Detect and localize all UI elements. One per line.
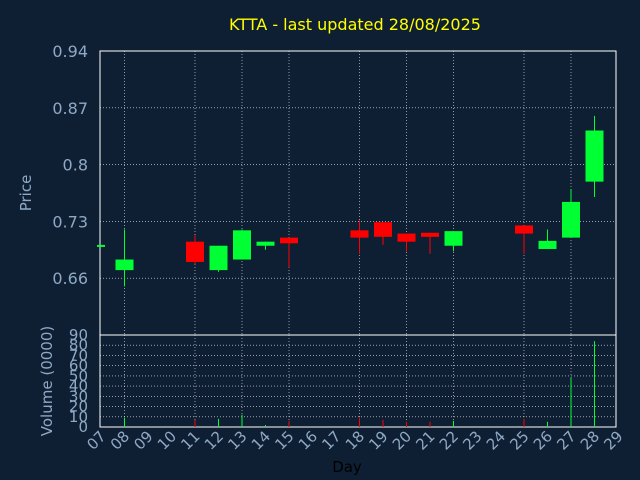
volume-axis-label: Volume (0000) [38, 326, 56, 436]
volume-tick-label: 50 [69, 367, 88, 385]
candle-body [397, 233, 416, 242]
volume-tick-label: 90 [69, 326, 88, 344]
volume-tick-label: 70 [69, 346, 88, 364]
candle-body [233, 230, 251, 260]
candle-body [374, 222, 392, 237]
price-tick-label: 0.8 [63, 156, 88, 175]
chart-title: KTTA - last updated 28/08/2025 [229, 15, 481, 34]
volume-plot-frame [99, 334, 617, 428]
x-axis-label: Day [332, 458, 362, 476]
candle-body [515, 225, 533, 234]
volume-tick-label: 20 [69, 398, 88, 416]
candle-body [186, 241, 204, 262]
x-axis-ticks: 0708091011121314151617181920212223242526… [83, 427, 626, 453]
volume-tick-label: 10 [69, 408, 88, 426]
volume-bars [124, 341, 595, 427]
volume-tick-label: 40 [69, 377, 88, 395]
volume-tick-label: 80 [69, 336, 88, 354]
candle-body [280, 237, 298, 244]
price-axis-ticks: 0.94 0.87 0.8 0.73 0.66 [52, 42, 88, 288]
candles [97, 115, 604, 287]
candle-body [115, 259, 134, 271]
price-tick-label: 0.66 [52, 269, 88, 288]
volume-tick-label: 60 [69, 357, 88, 375]
price-tick-label: 0.73 [52, 212, 88, 231]
price-tick-label: 0.87 [52, 99, 88, 118]
candle-body [209, 245, 228, 271]
volume-tick-label: 0 [78, 418, 88, 436]
candle-body [585, 130, 604, 182]
candle-body [350, 230, 369, 238]
price-axis-label: Price [17, 175, 35, 212]
candle-body [538, 240, 557, 249]
candle-body [562, 201, 580, 238]
candle-body [256, 241, 275, 246]
candle-body [97, 244, 105, 247]
candle-body [444, 231, 463, 246]
price-tick-label: 0.94 [52, 42, 88, 61]
candle-body [421, 232, 439, 237]
volume-tick-label: 30 [69, 387, 88, 405]
